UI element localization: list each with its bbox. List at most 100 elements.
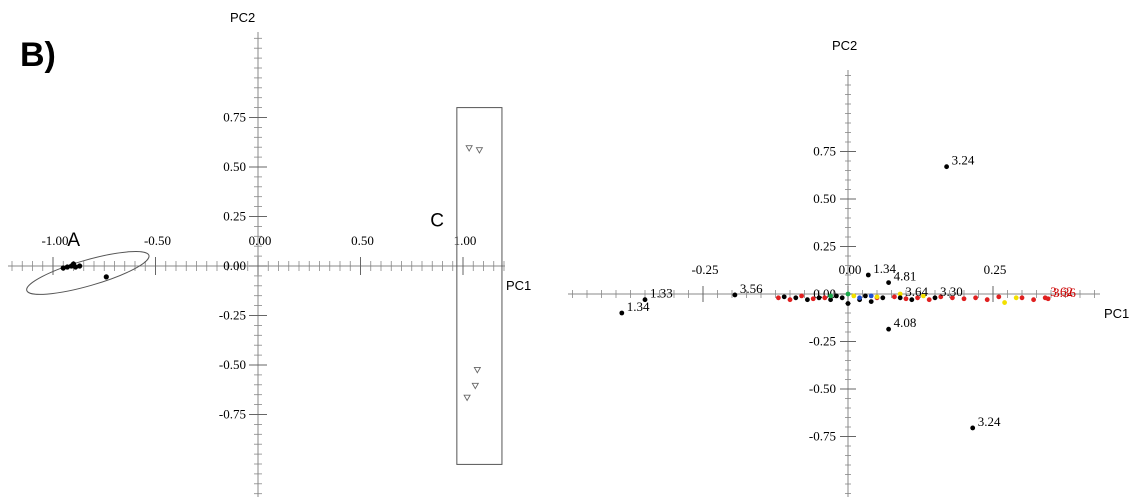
- cluster-point-black: [793, 295, 799, 301]
- cluster-point-blue: [857, 295, 862, 301]
- y-tick-label: 0.75: [813, 144, 836, 159]
- point-label: 4.08: [894, 315, 917, 330]
- group-ellipse: [26, 250, 150, 295]
- data-point: [475, 147, 484, 154]
- data-point: [60, 265, 66, 271]
- cluster-point-black: [781, 294, 787, 300]
- cluster-point-red: [961, 296, 967, 302]
- cluster-point-blue: [868, 293, 874, 299]
- group-rectangle: [456, 107, 503, 465]
- cluster-point-yellow: [897, 291, 903, 297]
- cluster-point-black: [839, 295, 845, 301]
- labeled-point: [1045, 296, 1051, 302]
- x-tick-label: 0.50: [351, 233, 374, 248]
- labeled-point: [886, 326, 891, 332]
- cluster-point-black: [880, 295, 886, 301]
- cluster-point-black: [816, 295, 822, 301]
- data-point: [103, 274, 109, 280]
- y-tick-label: 0.25: [223, 209, 246, 224]
- y-tick-label: 0.50: [813, 191, 836, 206]
- panel-label: B): [20, 36, 56, 74]
- y-tick-label: -0.75: [809, 429, 836, 444]
- point-label: 1.34: [627, 299, 650, 314]
- cluster-point-red: [984, 297, 990, 303]
- cluster-point-black: [834, 293, 839, 299]
- cluster-point-red: [787, 297, 793, 303]
- cluster-point-black: [805, 297, 810, 303]
- point-label: 3.36: [1053, 285, 1076, 300]
- cluster-point-yellow: [851, 293, 857, 299]
- cluster-point-red: [950, 295, 955, 301]
- point-label: 3.30: [940, 284, 963, 299]
- data-point: [70, 261, 77, 267]
- y-tick-label: 0.75: [223, 110, 246, 125]
- y-axis-label: PC2: [832, 38, 857, 53]
- y-tick-label: 0.00: [223, 258, 246, 273]
- cluster-point-red: [1031, 297, 1036, 303]
- cluster-point-green: [845, 291, 851, 297]
- point-label: 1.34: [873, 261, 896, 276]
- y-tick-label: -0.75: [219, 407, 246, 422]
- y-axis-label: PC2: [230, 10, 255, 25]
- point-label: 3.56: [740, 281, 763, 296]
- cluster-point-black: [909, 297, 915, 303]
- cluster-point-red: [892, 294, 897, 300]
- labeled-point: [970, 425, 976, 431]
- x-axis-label: PC1: [1104, 306, 1129, 321]
- y-tick-label: -0.50: [219, 357, 246, 372]
- pca-plot-left: -1.00 -0.50 0.00 0.50 1.000.750.500.250.00-0…: [8, 10, 531, 497]
- cluster-point-red: [926, 297, 932, 303]
- cluster-point-black: [845, 301, 851, 306]
- labeled-point: [886, 280, 891, 285]
- data-point: [465, 145, 473, 152]
- point-label: 3.64: [905, 284, 928, 299]
- cluster-point-black: [863, 293, 868, 299]
- labeled-point: [732, 292, 738, 298]
- x-tick-label: 1.00: [454, 233, 477, 248]
- group-annotation: C: [430, 210, 444, 231]
- labeled-point: [944, 164, 949, 170]
- point-label: 3.24: [978, 414, 1001, 429]
- data-point: [471, 382, 480, 390]
- x-tick-label: -1.00: [41, 233, 68, 248]
- y-tick-label: -0.50: [809, 381, 836, 396]
- x-tick-label: 0.00: [249, 233, 272, 248]
- cluster-point-red: [996, 294, 1002, 300]
- cluster-point-red: [1019, 295, 1025, 301]
- cluster-point-red: [938, 294, 944, 300]
- cluster-point-red: [973, 295, 978, 301]
- labeled-point: [642, 297, 648, 303]
- pca-plot-right: -0.25 0.00 0.250.750.500.250.00-0.25-0.50-…: [568, 38, 1129, 497]
- cluster-point-yellow: [1002, 300, 1007, 305]
- cluster-point-yellow: [921, 293, 926, 299]
- labeled-point: [865, 272, 871, 278]
- group-annotation: A: [67, 230, 80, 251]
- cluster-point-red: [915, 295, 920, 301]
- cluster-point-black: [868, 299, 874, 304]
- y-tick-label: -0.25: [219, 308, 246, 323]
- x-tick-label: -0.25: [691, 262, 718, 277]
- cluster-point-black: [828, 297, 833, 303]
- cluster-point-red: [799, 293, 804, 299]
- cluster-point-red: [810, 296, 816, 302]
- x-tick-label: 0.00: [839, 262, 862, 277]
- point-label: 4.81: [894, 269, 917, 284]
- point-label: 1.33: [650, 286, 673, 301]
- data-point: [463, 394, 471, 402]
- x-tick-label: -0.50: [144, 233, 171, 248]
- y-tick-label: 0.25: [813, 239, 836, 254]
- cluster-point-yellow: [1013, 295, 1019, 301]
- cluster-point-yellow: [874, 294, 880, 300]
- y-tick-label: 0.50: [223, 159, 246, 174]
- point-label: 3.24: [952, 153, 975, 168]
- y-tick-label: -0.25: [809, 334, 836, 349]
- data-point: [473, 367, 482, 374]
- labeled-point: [897, 295, 903, 301]
- cluster-point-red: [903, 296, 909, 302]
- labeled-point: [932, 295, 938, 301]
- cluster-point-red: [776, 295, 781, 301]
- x-tick-label: 0.25: [984, 262, 1007, 277]
- point-label: 3.62: [1050, 284, 1073, 299]
- cluster-point-green: [828, 293, 833, 299]
